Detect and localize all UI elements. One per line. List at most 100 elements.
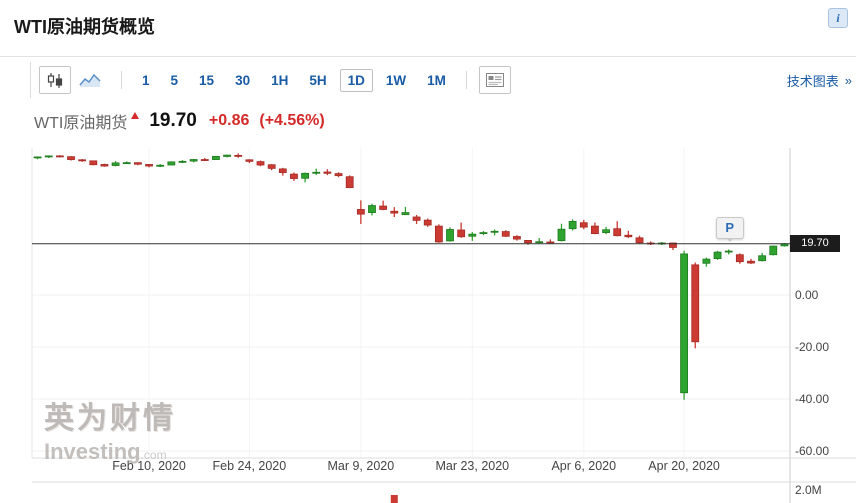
candle-up: [535, 241, 544, 244]
x-axis-label: Apr 6, 2020: [551, 459, 616, 473]
candle-up: [468, 233, 477, 237]
chart-area: 0.00 -20.00 -40.00 -60.00 Feb 10, 2020 Feb 24…: [0, 143, 856, 503]
candlestick-chart[interactable]: 0.00 -20.00 -40.00 -60.00 Feb 10, 2020 Feb 24…: [0, 143, 856, 503]
info-icon[interactable]: i: [828, 8, 848, 28]
candle-down: [524, 240, 532, 244]
current-price-badge: 19.70: [790, 235, 840, 252]
candle-down: [67, 156, 75, 160]
candle-down: [145, 164, 153, 167]
candle-down: [379, 205, 388, 210]
candle-up: [568, 221, 577, 230]
price-change-percent: (+4.56%): [259, 112, 325, 129]
chart-toolbar: 1 5 15 30 1H 5H 1D 1W 1M 技术图表 »: [30, 62, 856, 98]
candle-down: [501, 231, 510, 237]
candle-up: [602, 229, 610, 233]
candle-up: [557, 228, 566, 242]
candle-down: [200, 159, 209, 161]
candle-up: [758, 255, 767, 262]
candle-down: [669, 242, 677, 248]
candle-down: [613, 228, 622, 237]
x-axis-label: Feb 10, 2020: [112, 459, 186, 473]
candle-down: [635, 237, 644, 244]
interval-button-1M[interactable]: 1M: [427, 72, 446, 88]
interval-button-30[interactable]: 30: [235, 72, 251, 88]
candle-down: [245, 159, 254, 162]
candle-up: [122, 162, 131, 165]
interval-button-5H[interactable]: 5H: [309, 72, 327, 88]
candle-up: [33, 156, 42, 159]
candle-up: [769, 245, 778, 256]
candle-down: [423, 219, 432, 226]
x-axis-label: Mar 23, 2020: [435, 459, 509, 473]
candle-down: [591, 225, 599, 235]
candle-down: [579, 222, 588, 228]
interval-button-1D[interactable]: 1D: [339, 68, 373, 92]
candle-down: [735, 254, 744, 263]
interval-selector: 1 5 15 30 1H 5H 1D 1W 1M: [134, 68, 454, 92]
candle-down: [55, 155, 64, 158]
candlestick-chart-icon: [47, 73, 63, 88]
volume-axis-label: 2.0M: [795, 483, 822, 497]
candle-up: [401, 212, 410, 216]
technical-chart-link[interactable]: 技术图表: [786, 73, 839, 89]
candle-up: [368, 205, 376, 213]
interval-button-1[interactable]: 1: [142, 72, 150, 88]
technical-chart-link-arrow[interactable]: »: [844, 72, 852, 88]
header-divider: [0, 56, 856, 57]
last-price: 19.70: [149, 110, 197, 131]
y-axis-label: -60.00: [795, 444, 829, 458]
interval-button-1W[interactable]: 1W: [385, 72, 407, 88]
candle-down: [412, 216, 421, 221]
candle-up: [724, 250, 733, 253]
candle-down: [78, 159, 87, 162]
volume-bar: [390, 495, 398, 503]
news-panel-button[interactable]: [478, 66, 511, 94]
candle-down: [256, 161, 265, 166]
candle-up: [301, 172, 310, 179]
quote-row: WTI原油期货 19.70 +0.86 (+4.56%): [34, 106, 325, 136]
instrument-name: WTI原油期货: [34, 115, 128, 132]
candle-up: [167, 161, 176, 166]
candle-up: [490, 230, 499, 233]
candle-down: [624, 234, 633, 238]
candle-down: [290, 173, 298, 179]
page-title: WTI原油期货概览: [14, 17, 155, 37]
candle-up: [713, 251, 722, 259]
candle-down: [334, 173, 343, 177]
candle-up: [479, 232, 488, 234]
line-chart-icon: [79, 73, 101, 87]
line-view-button[interactable]: [75, 67, 105, 93]
x-axis-label: Mar 9, 2020: [327, 459, 394, 473]
interval-button-1H[interactable]: 1H: [271, 72, 289, 88]
candle-down: [234, 154, 243, 157]
candle-up: [156, 164, 165, 167]
price-change: +0.86: [208, 112, 250, 129]
candle-down: [691, 264, 700, 343]
candle-down: [133, 162, 142, 165]
candle-down: [278, 168, 287, 173]
candle-up: [44, 155, 53, 158]
candle-down: [546, 241, 555, 244]
toolbar-separator: [465, 71, 467, 89]
candle-down: [89, 160, 98, 166]
x-axis-label: Feb 24, 2020: [213, 459, 287, 473]
candle-down: [100, 164, 109, 167]
candle-down: [267, 164, 276, 169]
candle-down: [434, 225, 443, 243]
candle-up: [223, 154, 231, 157]
toolbar-separator: [121, 71, 122, 89]
candle-down: [457, 229, 466, 238]
candle-up: [189, 159, 198, 162]
panel-icon: [485, 73, 504, 87]
candle-up: [680, 253, 689, 394]
candle-down: [323, 171, 332, 174]
candle-up: [312, 171, 321, 174]
candlestick-view-button[interactable]: [39, 66, 71, 94]
candle-down: [390, 210, 399, 214]
event-marker[interactable]: P: [715, 217, 744, 242]
candle-down: [747, 260, 755, 264]
interval-button-15[interactable]: 15: [199, 72, 215, 88]
widget-header: WTI原油期货概览 i: [0, 0, 856, 56]
interval-button-5[interactable]: 5: [170, 72, 179, 88]
candle-up: [702, 258, 711, 264]
